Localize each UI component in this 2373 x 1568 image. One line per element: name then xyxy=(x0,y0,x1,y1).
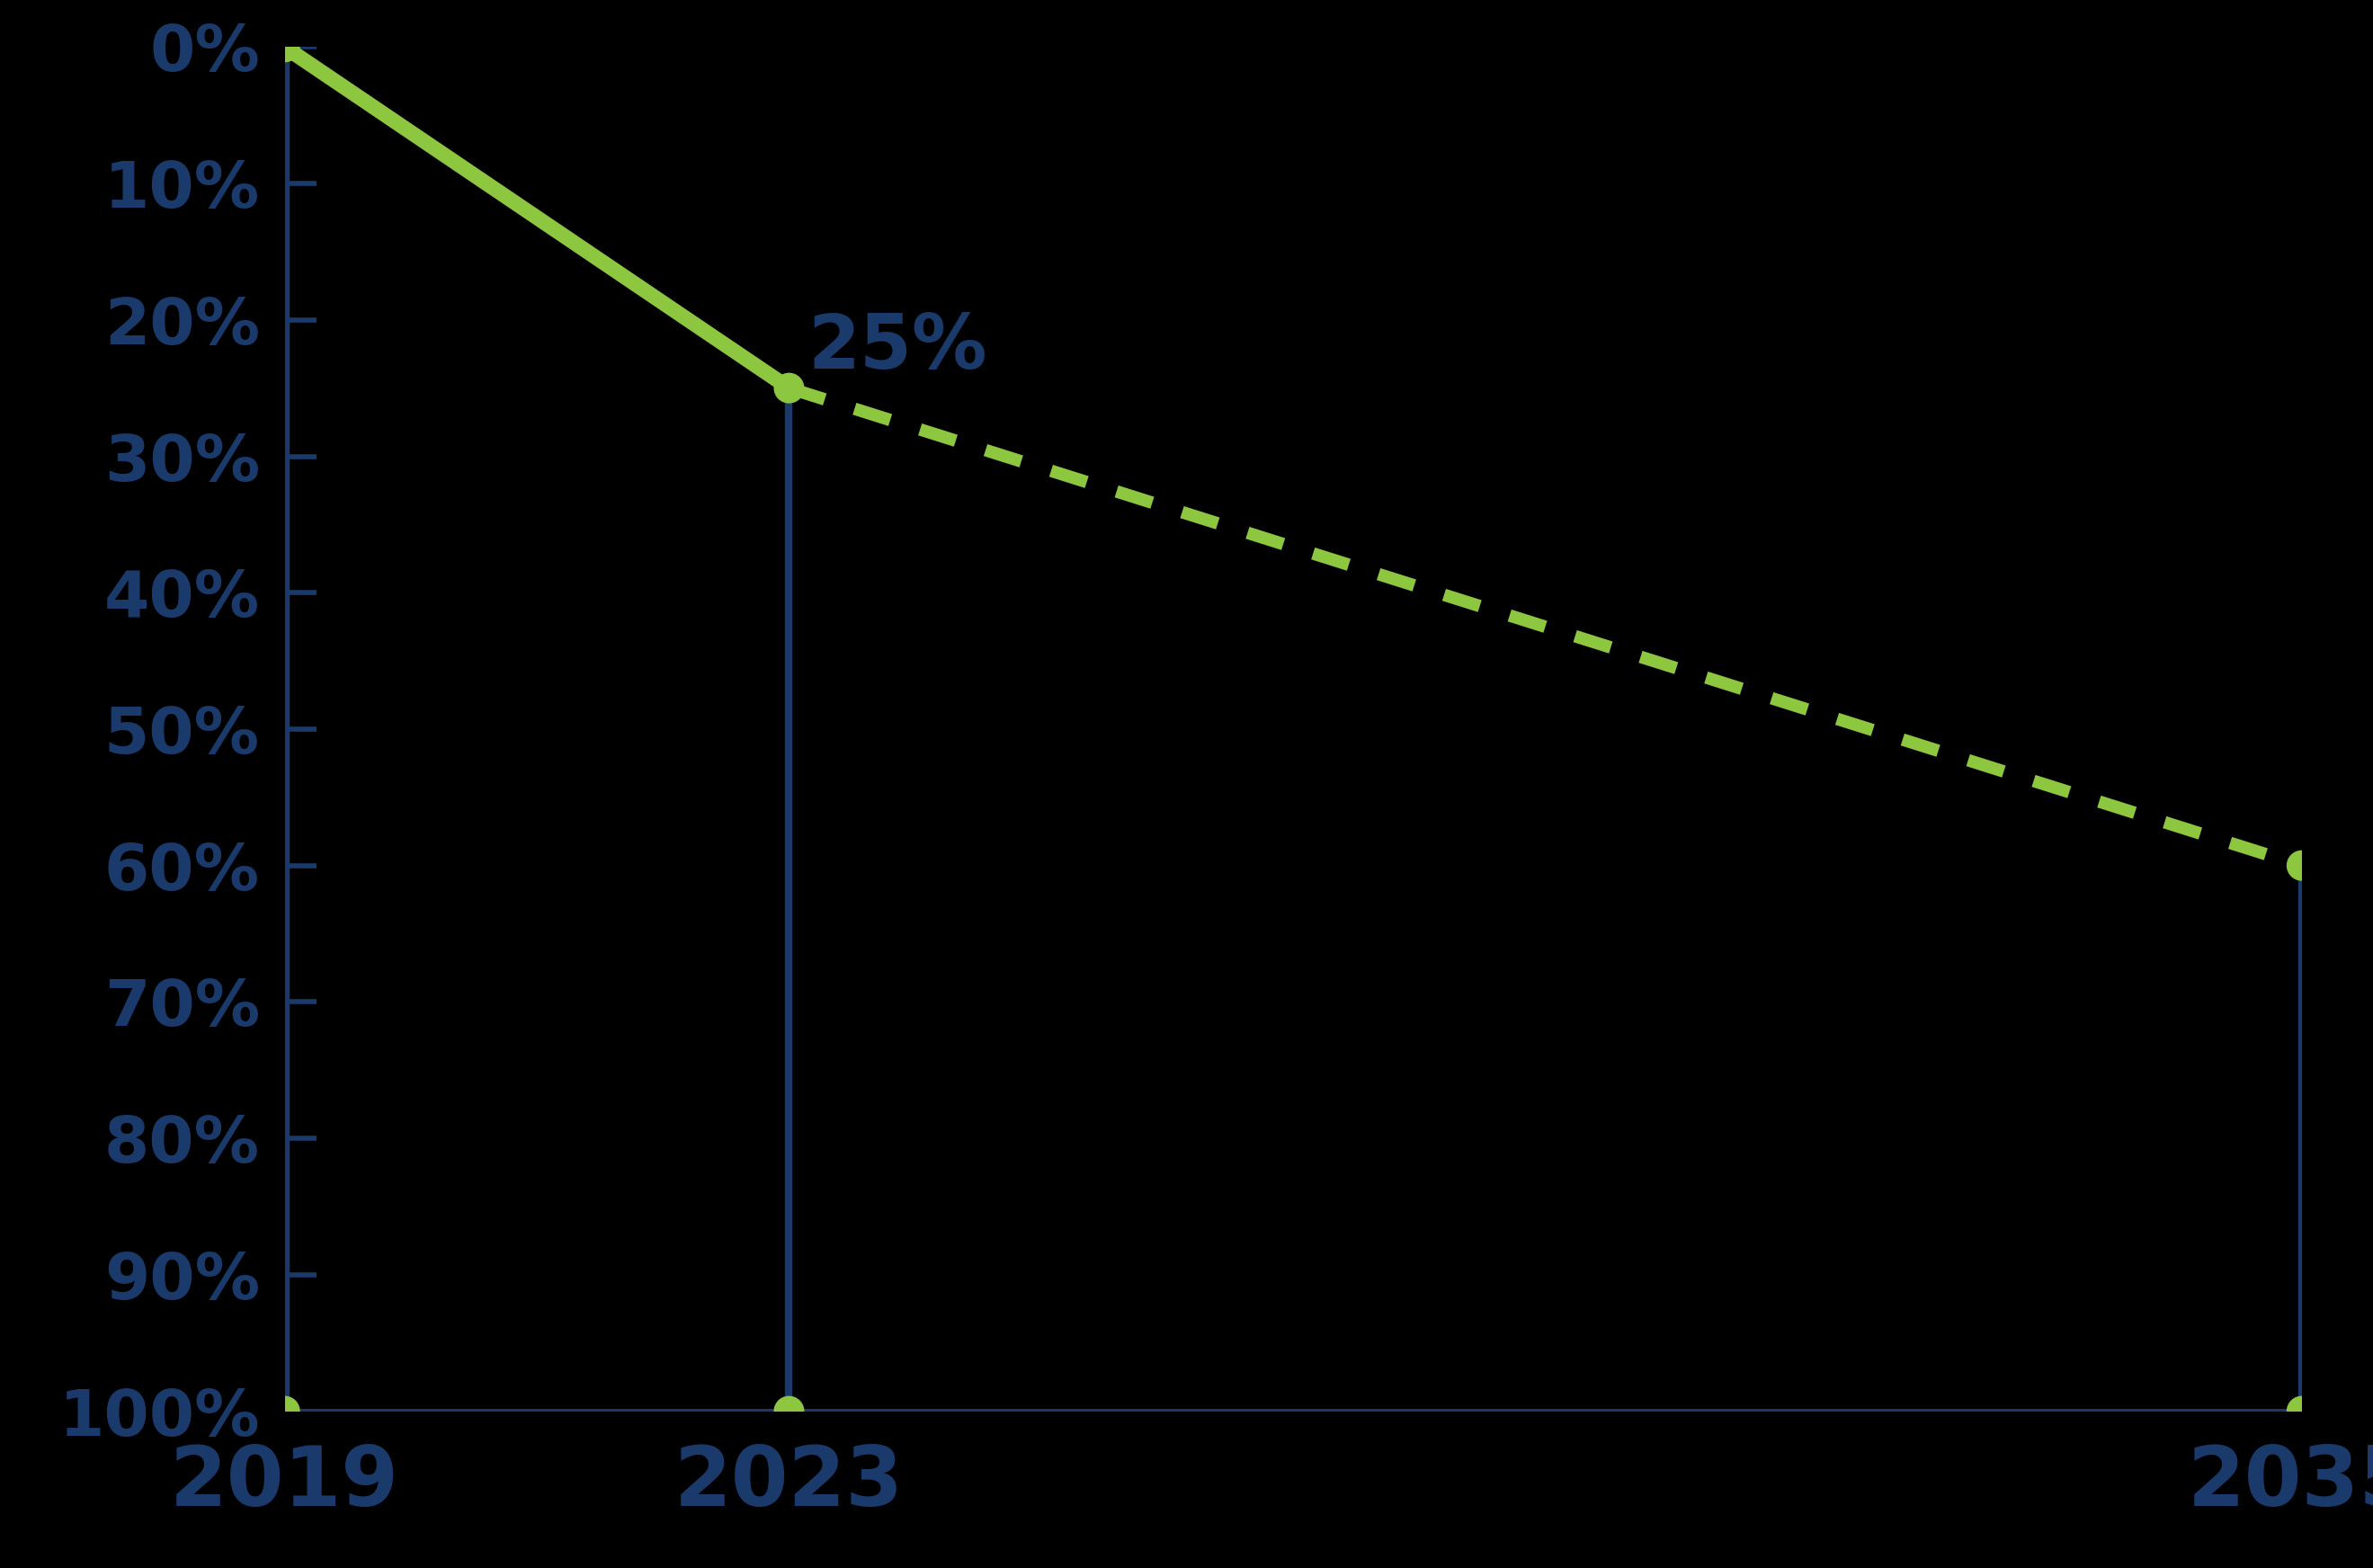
Point xyxy=(266,34,304,60)
Point xyxy=(769,376,807,401)
Point xyxy=(769,1399,807,1424)
Point xyxy=(2283,1399,2321,1424)
Text: 25%: 25% xyxy=(807,310,987,384)
Point xyxy=(266,1399,304,1424)
Point xyxy=(2283,853,2321,878)
